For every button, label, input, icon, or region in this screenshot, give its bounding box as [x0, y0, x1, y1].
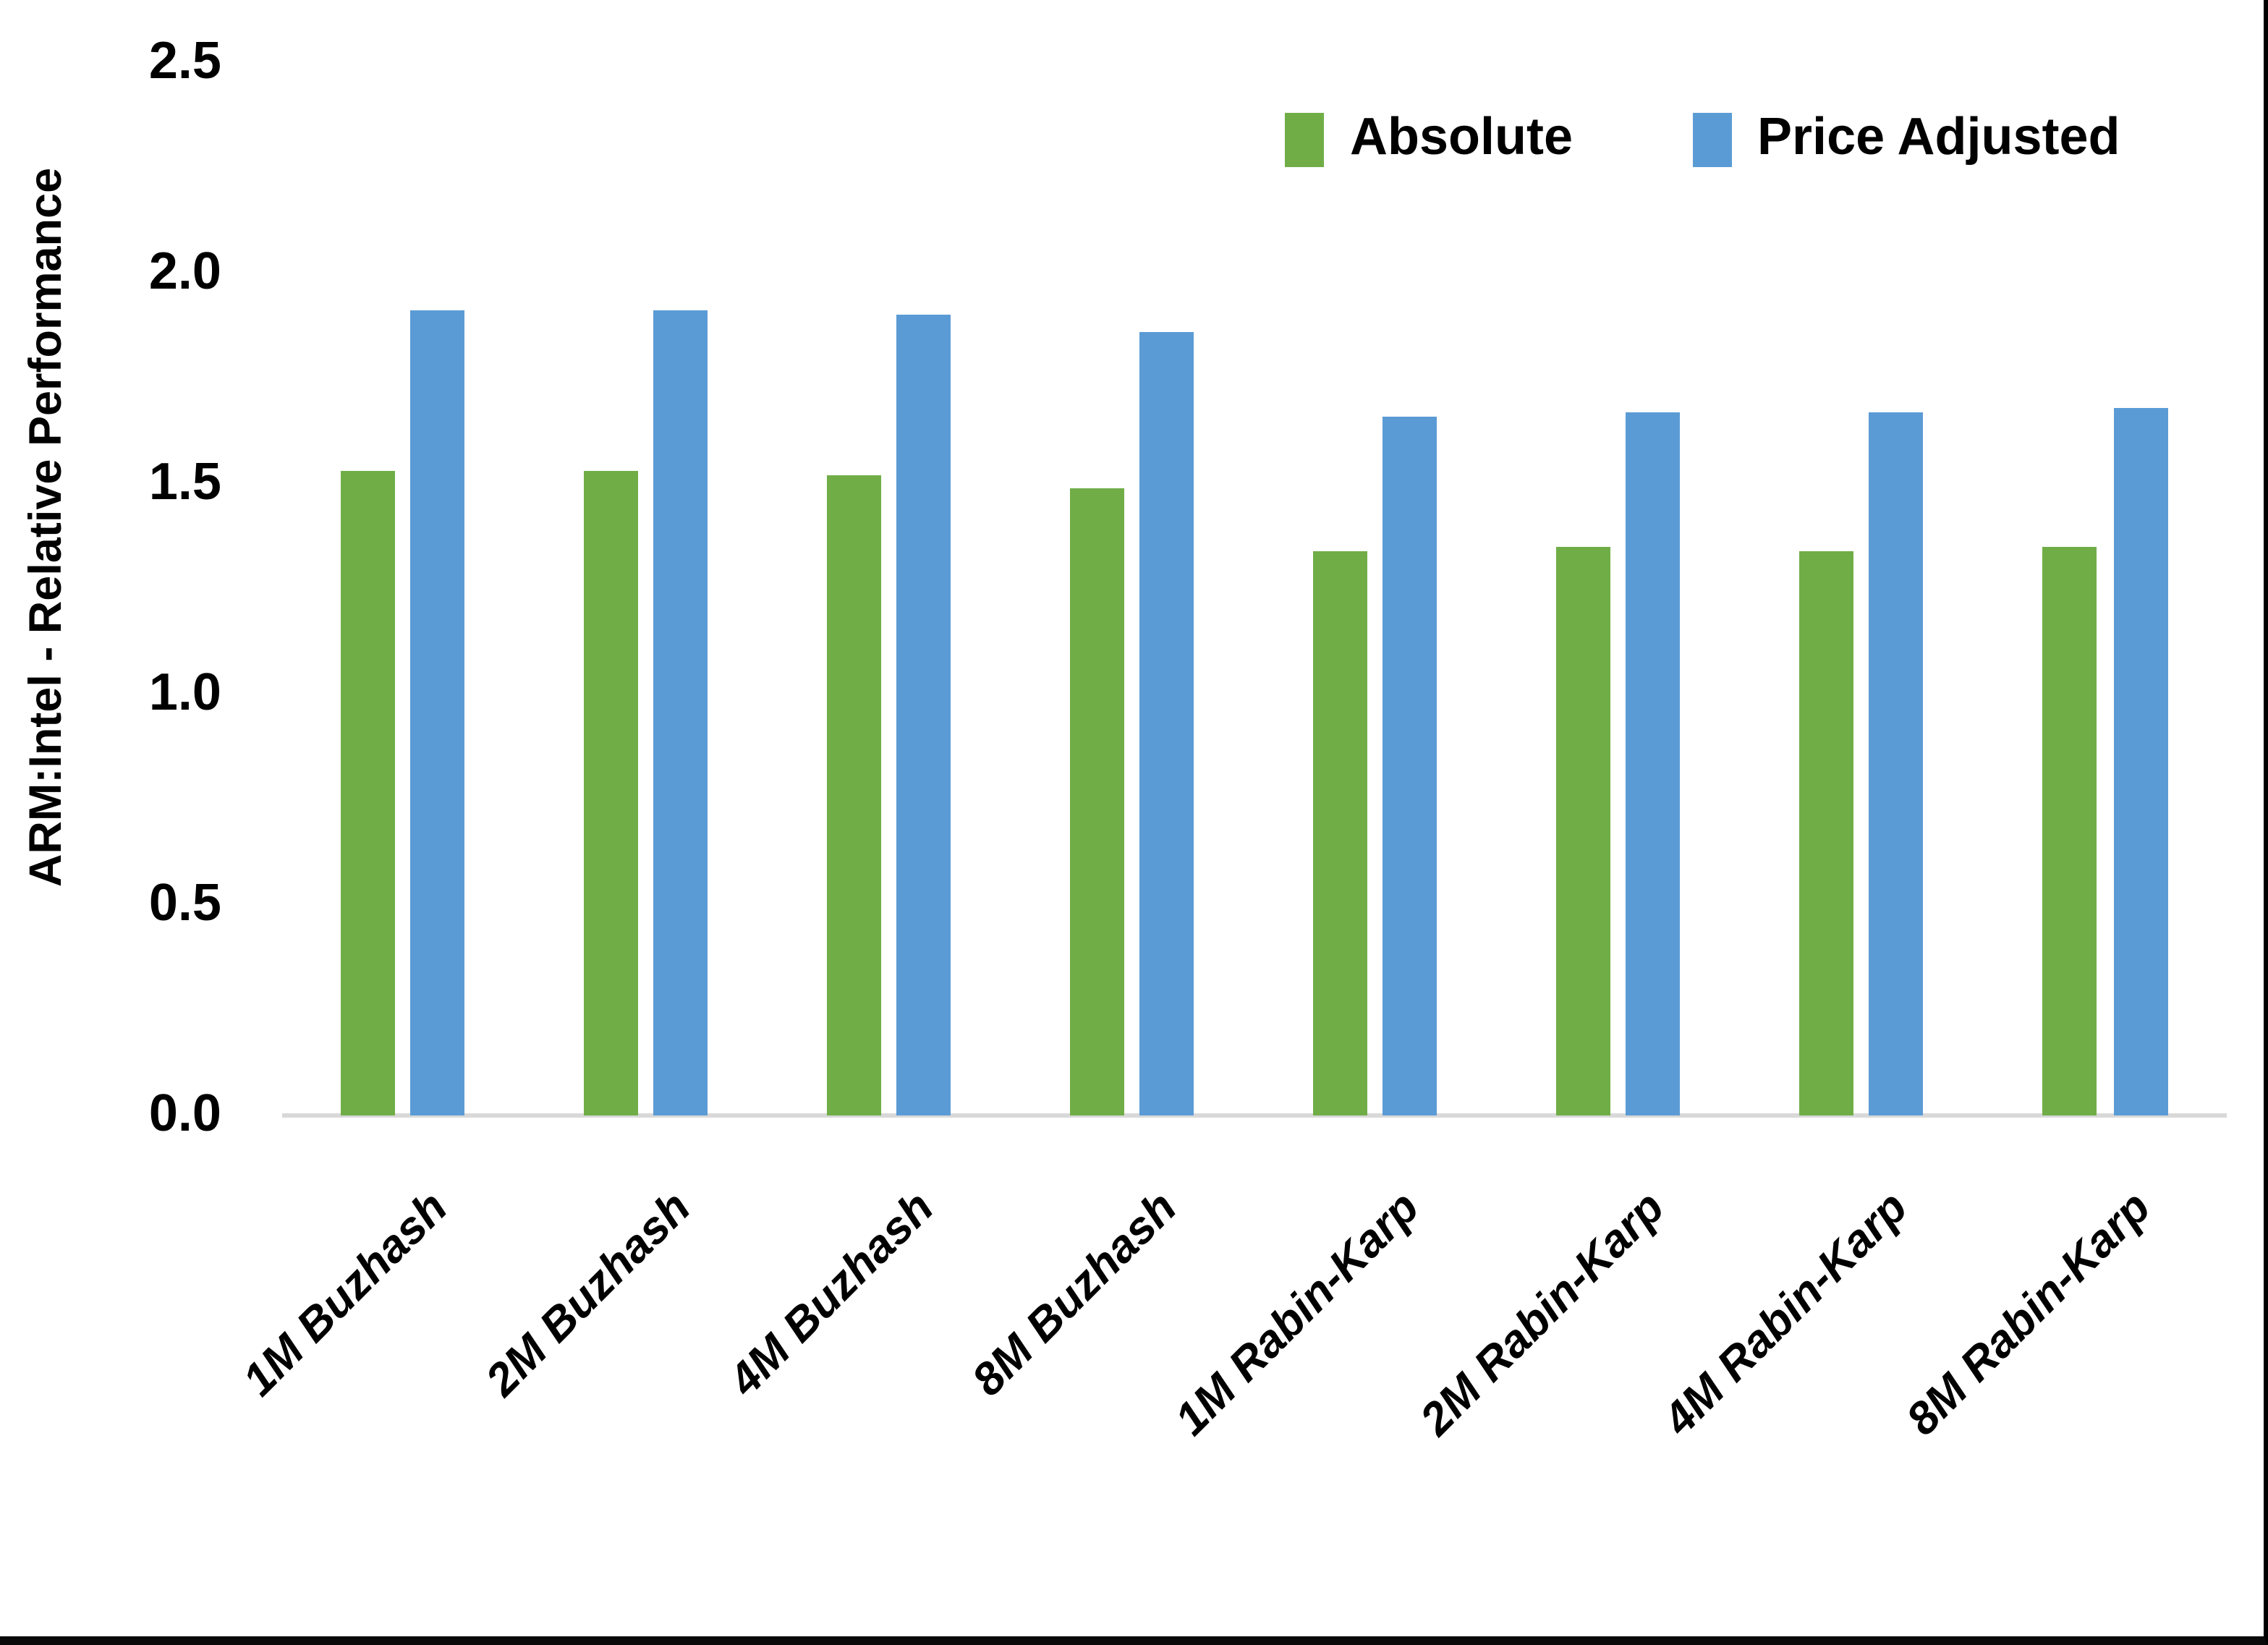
x-category-label-1: 2M Buzhash [477, 1183, 701, 1406]
bar-absolute-3 [1069, 488, 1124, 1115]
legend-item-absolute: Absolute [1285, 109, 1573, 169]
legend-swatch-price-adjusted [1692, 111, 1732, 166]
x-category-label-4: 1M Rabin-Karp [1167, 1183, 1430, 1446]
bar-absolute-2 [826, 475, 881, 1115]
bar-absolute-0 [340, 471, 395, 1115]
legend-swatch-absolute [1285, 111, 1324, 166]
bar-price-adjusted-1 [653, 310, 708, 1115]
bar-absolute-6 [1799, 551, 1854, 1115]
y-tick-label: 0.0 [148, 1085, 221, 1144]
bar-absolute-4 [1313, 551, 1368, 1115]
bar-price-adjusted-0 [410, 310, 464, 1115]
y-tick-label: 1.0 [148, 663, 221, 723]
bar-price-adjusted-6 [1869, 412, 1924, 1115]
x-category-label-0: 1M Buzhash [234, 1183, 457, 1406]
bar-absolute-1 [583, 471, 638, 1115]
y-tick-label: 0.5 [148, 874, 221, 933]
bar-price-adjusted-4 [1383, 416, 1437, 1115]
legend-label-absolute: Absolute [1350, 109, 1573, 167]
x-category-label-3: 8M Buzhash [963, 1183, 1187, 1406]
bar-price-adjusted-2 [896, 315, 951, 1115]
legend: Absolute Price Adjusted [1285, 109, 2120, 169]
y-axis-title: ARM:Intel - Relative Performance [22, 167, 72, 888]
x-axis-line [282, 1113, 2227, 1118]
bar-price-adjusted-5 [1626, 412, 1681, 1115]
y-tick-label: 2.5 [148, 32, 221, 91]
legend-item-price-adjusted: Price Adjusted [1692, 109, 2120, 169]
x-category-label-7: 8M Rabin-Karp [1897, 1183, 2160, 1446]
legend-label-price-adjusted: Price Adjusted [1757, 109, 2120, 167]
y-tick-label: 2.0 [148, 242, 221, 302]
x-category-label-2: 4M Buzhash [720, 1183, 944, 1406]
bar-absolute-5 [1556, 546, 1611, 1115]
bar-price-adjusted-7 [2112, 407, 2167, 1115]
x-category-label-5: 2M Rabin-Karp [1410, 1183, 1674, 1446]
bar-absolute-7 [2042, 546, 2097, 1115]
bar-price-adjusted-3 [1139, 331, 1194, 1115]
x-category-label-6: 4M Rabin-Karp [1654, 1183, 1917, 1446]
y-tick-label: 1.5 [148, 453, 221, 512]
